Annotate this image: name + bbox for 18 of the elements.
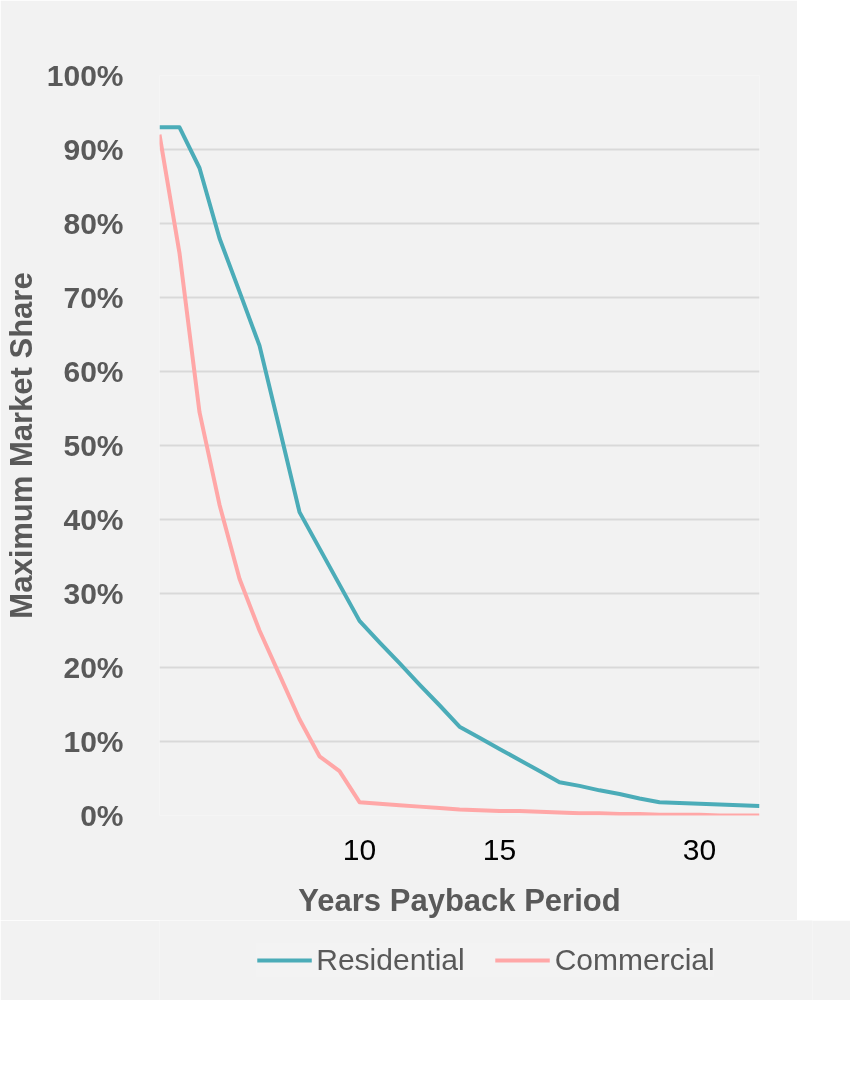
y-tick-label: 0% bbox=[80, 799, 124, 832]
legend-label: Residential bbox=[316, 943, 465, 977]
x-tick-label: 30 bbox=[682, 832, 717, 866]
y-tick-label: 60% bbox=[63, 355, 124, 388]
x-axis-title: Years Payback Period bbox=[298, 882, 621, 918]
y-tick-label: 90% bbox=[63, 133, 124, 166]
y-tick-label: 100% bbox=[46, 59, 124, 92]
x-tick-label: 10 bbox=[342, 832, 377, 866]
y-tick-label: 50% bbox=[63, 429, 124, 462]
y-tick-label: 70% bbox=[63, 281, 124, 314]
y-tick-label: 20% bbox=[63, 651, 124, 684]
y-tick-label: 30% bbox=[63, 577, 124, 610]
y-tick-label: 10% bbox=[63, 725, 124, 758]
y-axis-title: Maximum Market Share bbox=[3, 272, 39, 619]
y-tick-label: 40% bbox=[63, 503, 124, 536]
legend-label: Commercial bbox=[554, 943, 715, 977]
y-tick-label: 80% bbox=[63, 207, 124, 240]
x-tick-label: 15 bbox=[482, 832, 517, 866]
